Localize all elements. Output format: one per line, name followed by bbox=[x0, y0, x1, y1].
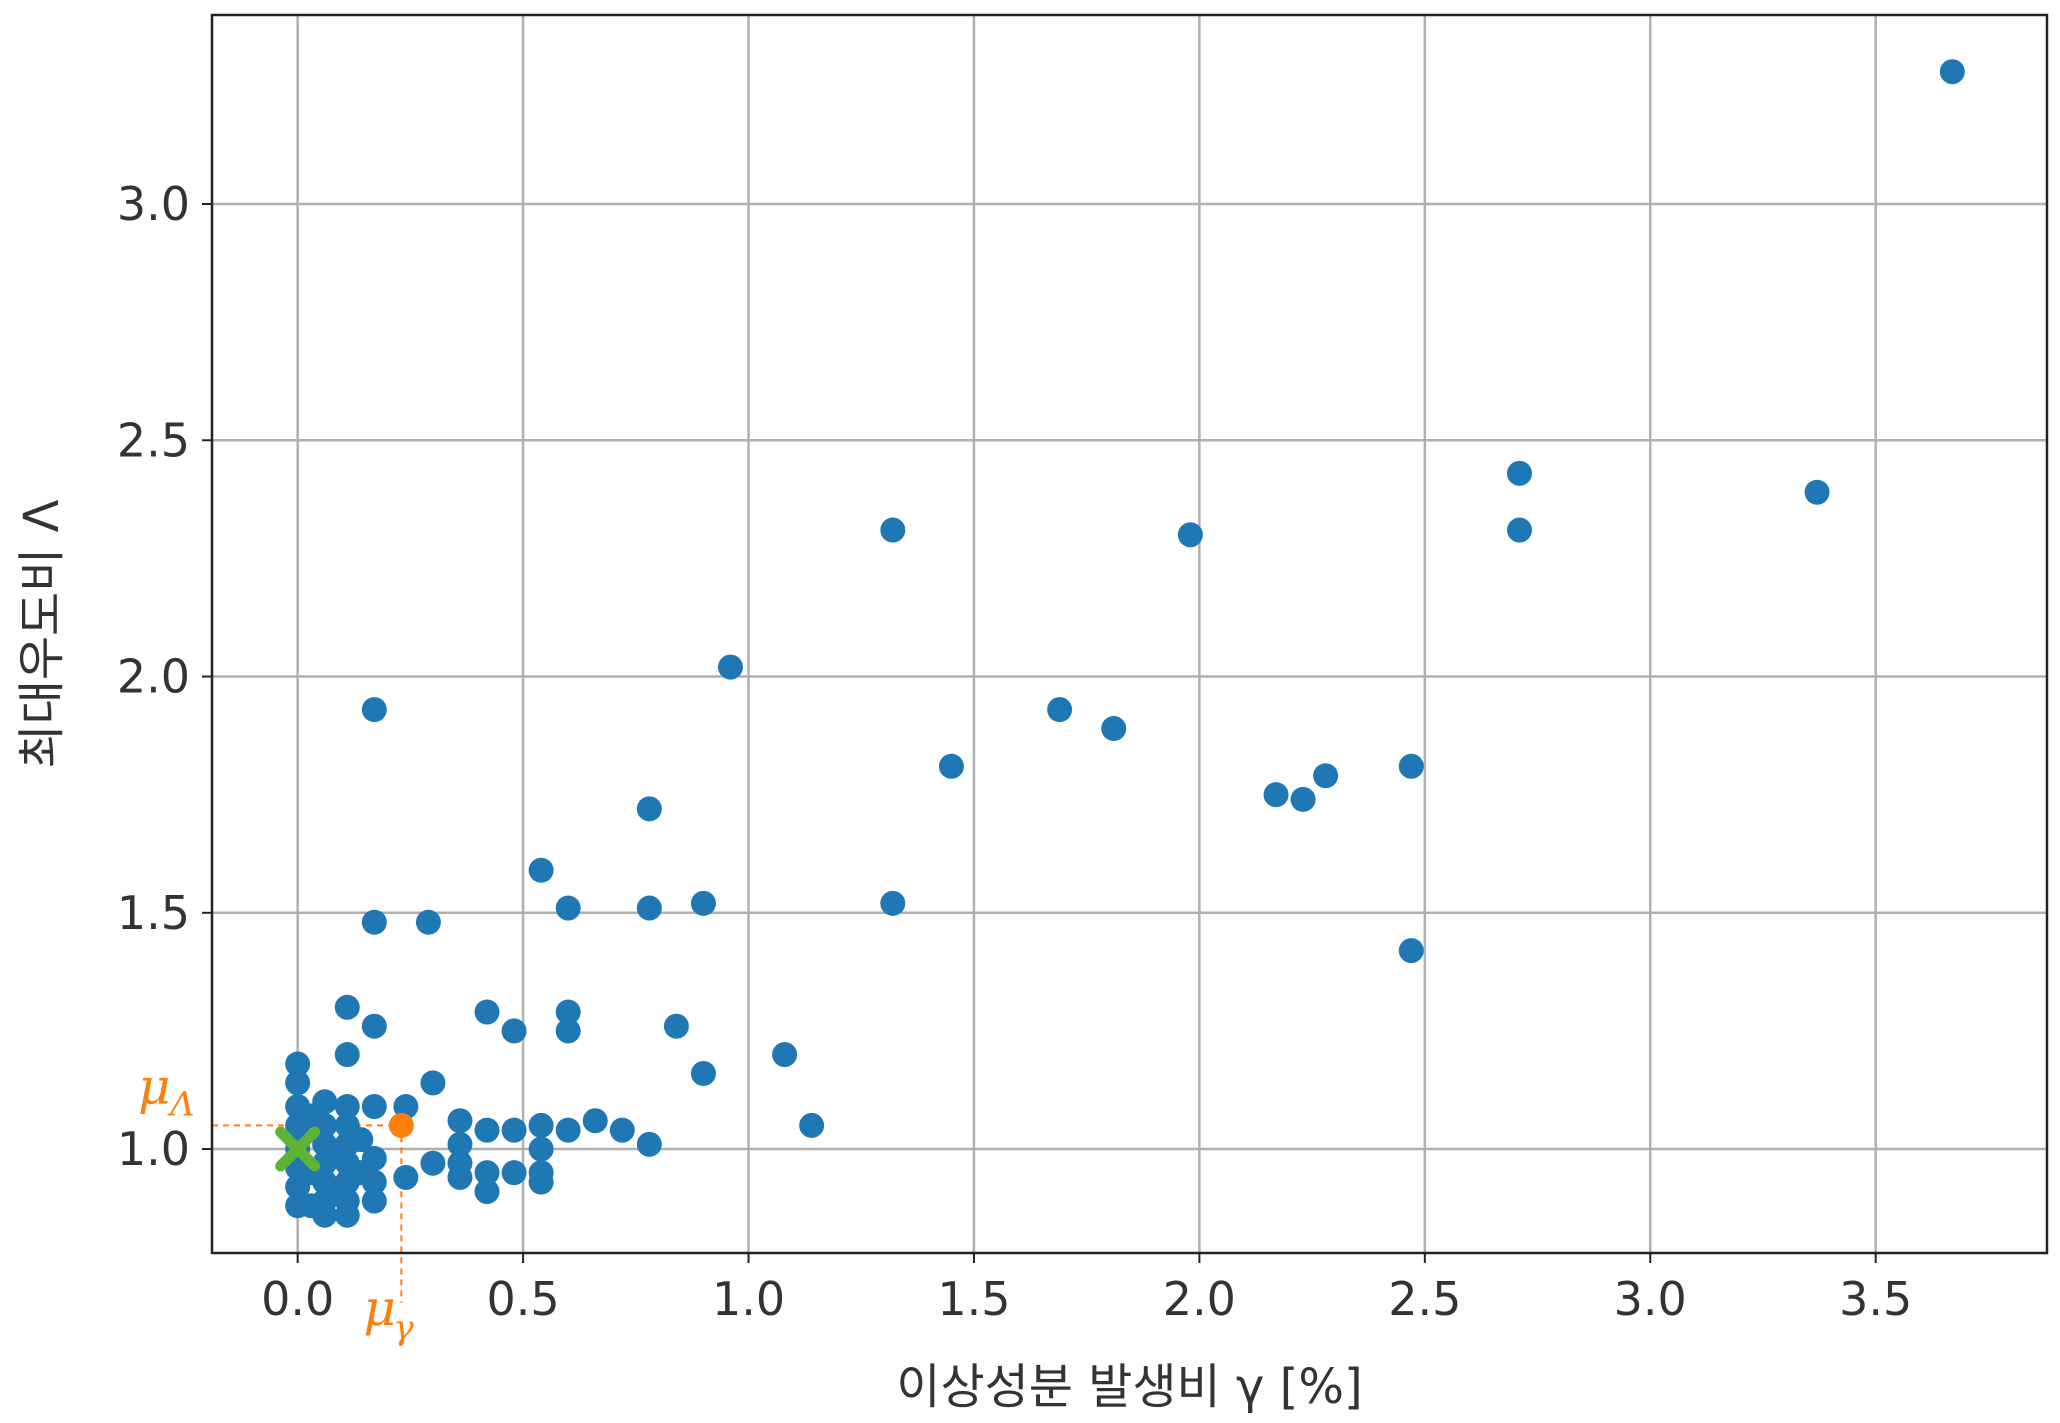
data-point bbox=[285, 1051, 311, 1077]
data-point bbox=[474, 1160, 500, 1186]
x-tick-label: 0.0 bbox=[261, 1272, 334, 1326]
data-point bbox=[447, 1108, 473, 1134]
x-tick-label: 0.5 bbox=[487, 1272, 560, 1326]
data-point bbox=[334, 1202, 360, 1228]
data-point bbox=[474, 1117, 500, 1143]
grid-lines bbox=[212, 15, 2047, 1253]
x-axis-label: 이상성분 발생비 γ [%] bbox=[896, 1359, 1362, 1415]
data-point bbox=[447, 1131, 473, 1157]
y-tick-label: 2.0 bbox=[117, 650, 190, 704]
x-tick-labels: 0.0 0.5 1.0 1.5 2.0 2.5 3.0 3.5 bbox=[261, 1253, 1912, 1326]
data-point bbox=[1290, 786, 1316, 812]
data-point bbox=[1506, 517, 1532, 543]
markers bbox=[275, 1112, 414, 1172]
x-tick-label: 1.5 bbox=[937, 1272, 1010, 1326]
data-point bbox=[1506, 460, 1532, 486]
data-point bbox=[528, 1136, 554, 1162]
data-point bbox=[420, 1150, 446, 1176]
data-points bbox=[285, 59, 1965, 1228]
data-point bbox=[636, 1131, 662, 1157]
data-point bbox=[555, 895, 581, 921]
data-point bbox=[1804, 479, 1830, 505]
data-point bbox=[1939, 59, 1965, 85]
data-point bbox=[321, 1179, 347, 1205]
data-point bbox=[938, 753, 964, 779]
data-point bbox=[447, 1164, 473, 1190]
data-point bbox=[415, 909, 441, 935]
data-point bbox=[298, 1193, 324, 1219]
data-point bbox=[348, 1160, 374, 1186]
data-point bbox=[361, 697, 387, 723]
data-point bbox=[361, 909, 387, 935]
data-point bbox=[663, 1013, 689, 1039]
data-point bbox=[393, 1164, 419, 1190]
x-tick-label: 3.0 bbox=[1614, 1272, 1687, 1326]
data-point bbox=[1263, 782, 1289, 808]
reference-x-marker bbox=[275, 1126, 321, 1172]
mean-point bbox=[388, 1112, 414, 1138]
data-point bbox=[1101, 716, 1127, 742]
data-point bbox=[582, 1108, 608, 1134]
data-point bbox=[1313, 763, 1339, 789]
data-point bbox=[555, 999, 581, 1025]
data-point bbox=[361, 1094, 387, 1120]
data-point bbox=[474, 1179, 500, 1205]
data-point bbox=[555, 1117, 581, 1143]
data-point bbox=[1047, 697, 1073, 723]
data-point bbox=[334, 1094, 360, 1120]
data-point bbox=[880, 517, 906, 543]
data-point bbox=[528, 857, 554, 883]
y-axis-label: 최대우도비 Λ bbox=[14, 499, 70, 768]
mean-lambda-subscript: Λ bbox=[167, 1084, 195, 1124]
data-point bbox=[348, 1127, 374, 1153]
data-point bbox=[298, 1103, 324, 1129]
y-tick-labels: 1.0 1.5 2.0 2.5 3.0 bbox=[117, 177, 212, 1176]
data-point bbox=[717, 654, 743, 680]
x-tick-label: 2.5 bbox=[1388, 1272, 1461, 1326]
mean-gamma-subscript: γ bbox=[393, 1308, 414, 1348]
data-point bbox=[772, 1042, 798, 1068]
data-point bbox=[690, 890, 716, 916]
data-point bbox=[285, 1070, 311, 1096]
data-point bbox=[334, 1042, 360, 1068]
data-point bbox=[799, 1112, 825, 1138]
y-tick-label: 2.5 bbox=[117, 413, 190, 467]
plot-frame bbox=[210, 13, 2049, 1255]
data-point bbox=[1177, 522, 1203, 548]
data-point bbox=[609, 1117, 635, 1143]
data-point bbox=[1398, 938, 1424, 964]
data-point bbox=[636, 796, 662, 822]
data-point bbox=[880, 890, 906, 916]
x-tick-label: 2.0 bbox=[1163, 1272, 1236, 1326]
data-point bbox=[1398, 753, 1424, 779]
data-point bbox=[528, 1112, 554, 1138]
x-tick-label: 1.0 bbox=[712, 1272, 785, 1326]
data-point bbox=[393, 1094, 419, 1120]
data-point bbox=[361, 1013, 387, 1039]
x-tick-label: 3.5 bbox=[1839, 1272, 1912, 1326]
data-point bbox=[321, 1141, 347, 1167]
mean-lambda-label: μ bbox=[138, 1057, 171, 1115]
data-point bbox=[334, 994, 360, 1020]
data-point bbox=[555, 1018, 581, 1044]
data-point bbox=[420, 1070, 446, 1096]
data-point bbox=[501, 1117, 527, 1143]
mean-gamma-label: μ bbox=[363, 1279, 396, 1337]
y-tick-label: 1.0 bbox=[117, 1122, 190, 1176]
data-point bbox=[690, 1060, 716, 1086]
data-point bbox=[361, 1188, 387, 1214]
mean-annotations: μ Λμγ bbox=[138, 1057, 414, 1348]
mean-guide-lines bbox=[212, 1124, 403, 1303]
data-point bbox=[528, 1169, 554, 1195]
y-tick-label: 3.0 bbox=[117, 177, 190, 231]
data-point bbox=[636, 895, 662, 921]
data-point bbox=[501, 1160, 527, 1186]
y-tick-label: 1.5 bbox=[117, 886, 190, 940]
data-point bbox=[501, 1018, 527, 1044]
data-point bbox=[474, 999, 500, 1025]
